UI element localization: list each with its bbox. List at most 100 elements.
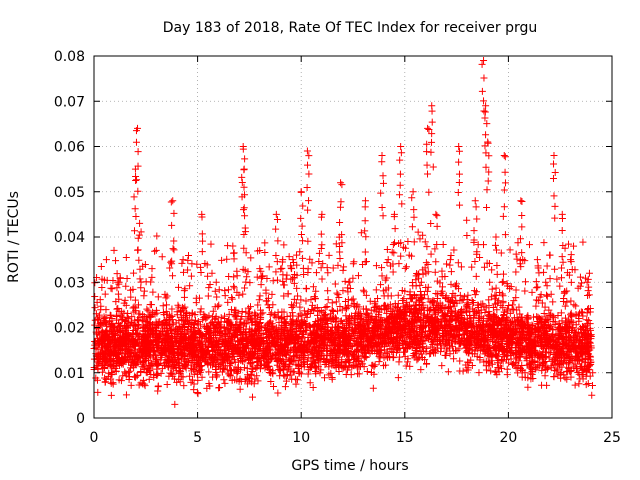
data-point xyxy=(173,308,181,316)
data-point xyxy=(296,303,304,311)
data-point xyxy=(479,327,487,335)
data-point xyxy=(164,363,172,371)
data-point xyxy=(522,323,530,331)
data-point xyxy=(499,292,507,300)
data-point xyxy=(91,293,99,301)
data-point xyxy=(419,323,427,331)
data-point xyxy=(169,272,177,280)
data-point xyxy=(586,352,594,360)
data-point xyxy=(147,360,155,368)
data-point xyxy=(91,316,99,324)
data-point xyxy=(464,291,472,299)
data-point xyxy=(346,335,354,343)
data-point xyxy=(457,263,465,271)
data-point xyxy=(151,247,159,255)
data-point xyxy=(364,320,372,328)
data-point xyxy=(341,277,349,285)
data-point xyxy=(140,287,148,295)
data-point xyxy=(193,388,201,396)
data-point xyxy=(280,281,288,289)
data-point xyxy=(297,324,305,332)
data-point xyxy=(549,298,557,306)
data-point xyxy=(150,347,158,355)
data-point xyxy=(112,257,120,265)
data-point xyxy=(297,296,305,304)
data-point xyxy=(186,334,194,342)
data-point xyxy=(561,374,569,382)
data-point xyxy=(483,366,491,374)
data-point xyxy=(103,322,111,330)
data-point xyxy=(113,284,121,292)
data-point xyxy=(412,350,420,358)
data-point xyxy=(560,371,568,379)
data-point xyxy=(530,340,538,348)
data-point xyxy=(512,268,520,276)
data-point xyxy=(539,352,547,360)
data-point xyxy=(327,310,335,318)
data-point xyxy=(139,357,147,365)
data-point xyxy=(315,249,323,257)
data-point xyxy=(371,324,379,332)
data-point xyxy=(261,249,269,257)
data-point xyxy=(186,282,194,290)
data-point xyxy=(450,330,458,338)
data-point xyxy=(371,361,379,369)
data-point xyxy=(277,265,285,273)
data-point xyxy=(428,326,436,334)
data-point xyxy=(506,246,514,254)
data-point xyxy=(338,239,346,247)
data-point xyxy=(545,306,553,314)
data-point xyxy=(239,290,247,298)
data-point xyxy=(246,314,254,322)
data-point xyxy=(490,329,498,337)
data-point xyxy=(241,353,249,361)
data-point xyxy=(540,239,548,247)
data-point xyxy=(362,305,370,313)
data-point xyxy=(543,262,551,270)
data-point xyxy=(152,246,160,254)
data-point xyxy=(470,287,478,295)
data-point xyxy=(410,291,418,299)
data-point xyxy=(419,231,427,239)
data-point xyxy=(560,295,568,303)
data-point xyxy=(489,337,497,345)
data-point xyxy=(520,345,528,353)
data-point xyxy=(136,275,144,283)
data-point xyxy=(318,315,326,323)
data-point xyxy=(546,349,554,357)
data-point xyxy=(324,296,332,304)
data-point xyxy=(455,345,463,353)
data-point xyxy=(350,258,358,266)
data-point xyxy=(576,375,584,383)
data-point xyxy=(531,357,539,365)
data-point xyxy=(147,338,155,346)
data-point xyxy=(307,296,315,304)
data-point xyxy=(239,344,247,352)
data-point xyxy=(128,313,136,321)
data-point xyxy=(119,355,127,363)
data-point xyxy=(404,238,412,246)
data-point xyxy=(322,316,330,324)
data-point xyxy=(430,349,438,357)
data-point xyxy=(103,349,111,357)
data-point xyxy=(504,315,512,323)
data-point xyxy=(214,356,222,364)
data-point xyxy=(445,298,453,306)
data-point xyxy=(308,351,316,359)
data-point xyxy=(273,276,281,284)
data-point xyxy=(215,328,223,336)
data-point xyxy=(463,231,471,239)
data-point xyxy=(296,320,304,328)
data-point xyxy=(303,323,311,331)
data-point xyxy=(202,341,210,349)
data-point xyxy=(444,329,452,337)
data-point xyxy=(215,384,223,392)
data-point xyxy=(230,282,238,290)
data-point xyxy=(166,312,174,320)
data-point xyxy=(456,367,464,375)
data-point xyxy=(372,302,380,310)
data-point xyxy=(200,323,208,331)
data-point xyxy=(184,251,192,259)
data-point xyxy=(247,254,255,262)
data-point xyxy=(332,298,340,306)
